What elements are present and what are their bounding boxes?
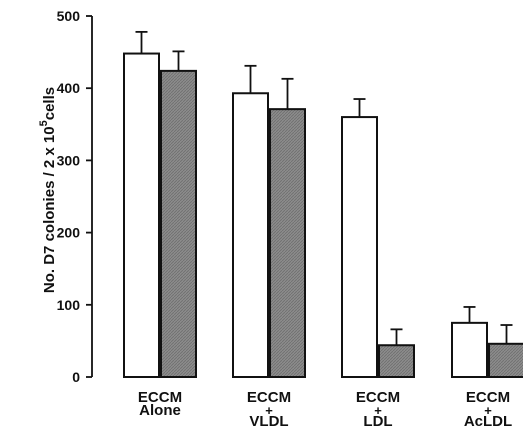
bar-gray-2 (378, 344, 415, 378)
axis-layer: 0 100 200 300 400 500 (57, 8, 93, 385)
y-tick-label-0: 0 (72, 369, 80, 385)
category-label-line: VLDL (249, 413, 288, 430)
category-label-3: ECCM + AcLDL (464, 389, 512, 430)
category-label-line: + (484, 403, 492, 418)
y-axis-label-exp: 5 (38, 120, 50, 126)
category-label-line: AcLDL (464, 413, 512, 430)
category-label-line: Alone (139, 402, 181, 419)
category-label-line: LDL (363, 413, 392, 430)
bar-white-0 (123, 52, 160, 378)
bar-white-2 (341, 116, 378, 379)
bar-layer (123, 30, 523, 379)
category-label-1: ECCM + VLDL (247, 389, 291, 430)
bar-gray-3 (488, 342, 523, 378)
y-axis-label: No. D7 colonies / 2 x 105cells (38, 87, 58, 293)
y-tick-label-400: 400 (57, 80, 81, 96)
category-label-line: ECCM (247, 389, 291, 406)
category-label-line: + (374, 403, 382, 418)
bar-white-3 (451, 321, 488, 379)
y-axis-label-end: cells (41, 87, 58, 120)
category-label-0: ECCM Alone (138, 389, 182, 419)
bar-white-1 (232, 92, 269, 378)
y-axis-label-main: No. D7 colonies / 2 x 10 (41, 126, 58, 293)
y-tick-label-100: 100 (57, 297, 81, 313)
bar-gray-0 (160, 69, 197, 378)
y-tick-label-200: 200 (57, 225, 81, 241)
category-label-line: + (265, 403, 273, 418)
category-label-line: ECCM (138, 389, 182, 406)
y-tick-label-300: 300 (57, 152, 81, 168)
category-label-line: ECCM (466, 389, 510, 406)
bar-gray-1 (269, 108, 306, 378)
category-label-2: ECCM + LDL (356, 389, 400, 430)
y-tick-label-500: 500 (57, 8, 81, 24)
category-label-line: ECCM (356, 389, 400, 406)
